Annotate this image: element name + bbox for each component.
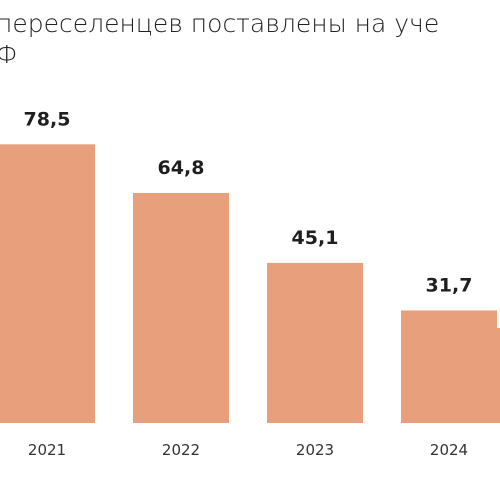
x-tick-2022: 2022 — [162, 441, 200, 459]
bar-2024 — [401, 310, 497, 423]
x-tick-2021: 2021 — [28, 441, 66, 459]
chart-title-line-1: переселенцев поставлены на уче — [0, 9, 440, 38]
bar-2022 — [133, 192, 229, 423]
chart-title-line-2: Ф — [0, 40, 18, 69]
chart-title: переселенцев поставлены на уче Ф — [0, 8, 500, 70]
value-label-2022: 64,8 — [158, 157, 205, 179]
value-label-2021: 78,5 — [24, 108, 71, 130]
bar-2023 — [267, 262, 363, 423]
bar-cropped-edge — [488, 328, 500, 423]
x-tick-2024: 2024 — [430, 441, 468, 459]
bar-2021 — [0, 144, 95, 423]
value-label-2023: 45,1 — [292, 227, 339, 249]
x-tick-2023: 2023 — [296, 441, 334, 459]
value-label-2024: 31,7 — [426, 274, 473, 296]
